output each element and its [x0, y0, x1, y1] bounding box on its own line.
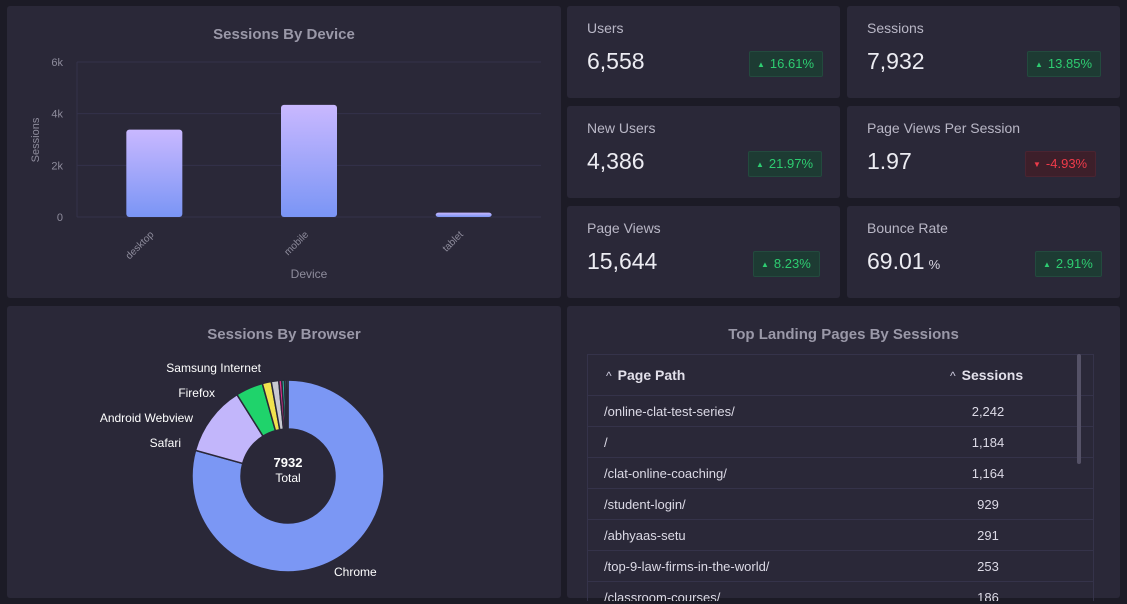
sessions-cell: 291	[977, 528, 999, 543]
sessions-cell: 1,184	[971, 435, 1005, 450]
change-badge: ▲ 16.61%	[749, 51, 824, 77]
down-arrow-icon: ▼	[1033, 160, 1041, 169]
table-row[interactable]: / 1,184	[588, 427, 1093, 458]
y-tick-label: 4k	[51, 109, 63, 121]
up-arrow-icon: ▲	[761, 260, 769, 269]
donut-center-label: Total	[275, 471, 300, 485]
table-header: ^ Page Path ^ Sessions	[588, 355, 1093, 396]
page-path-cell: /abhyaas-setu	[604, 528, 686, 543]
y-tick-label: 2k	[51, 160, 63, 172]
metric-value: 6,558	[587, 48, 645, 74]
metric-value: 1.97	[867, 148, 912, 174]
column-header-sessions[interactable]: ^ Sessions	[950, 367, 1024, 383]
donut-slice-chrome[interactable]	[191, 379, 385, 573]
metric-value: 7,932	[867, 48, 925, 74]
page-path-cell: /	[604, 435, 608, 450]
bar-mobile[interactable]	[281, 104, 337, 217]
donut-slice[interactable]	[285, 379, 289, 430]
sort-icon: ^	[950, 369, 956, 383]
table-row[interactable]: /student-login/ 929	[588, 489, 1093, 520]
bar-tablet[interactable]	[435, 212, 492, 217]
change-badge: ▼ -4.93%	[1025, 151, 1097, 177]
sessions-by-device-panel: Sessions By Device 0 2k 4k 6k desktop mobile…	[7, 6, 561, 298]
slice-label: Firefox	[178, 386, 215, 400]
change-badge: ▲ 8.23%	[753, 251, 820, 277]
metric-label: Page Views	[587, 220, 661, 236]
y-tick-label: 0	[57, 212, 63, 224]
metric-card-new-users: New Users 4,386 ▲ 21.97%	[567, 106, 840, 198]
slice-label: Safari	[150, 436, 181, 450]
page-path-cell: /online-clat-test-series/	[604, 404, 735, 419]
table-row[interactable]: /online-clat-test-series/ 2,242	[588, 396, 1093, 427]
x-tick-label: mobile	[283, 229, 312, 258]
sessions-by-browser-title: Sessions By Browser	[207, 326, 361, 343]
table-row[interactable]: /abhyaas-setu 291	[588, 520, 1093, 551]
sessions-cell: 253	[977, 559, 999, 574]
x-tick-label: tablet	[441, 229, 466, 254]
page-path-cell: /clat-online-coaching/	[604, 466, 727, 481]
metric-card-sessions: Sessions 7,932 ▲ 13.85%	[847, 6, 1120, 98]
bar-desktop[interactable]	[126, 129, 183, 217]
metric-card-page-views: Page Views 15,644 ▲ 8.23%	[567, 206, 840, 298]
metric-card-page-views-per-session: Page Views Per Session 1.97 ▼ -4.93%	[847, 106, 1120, 198]
sessions-by-browser-chart: Chrome Safari Android Webview Firefox Samsun…	[100, 361, 385, 579]
sessions-by-device-chart: 0 2k 4k 6k desktop mobile tablet Sessions Dev…	[30, 57, 541, 281]
y-tick-label: 6k	[51, 57, 63, 69]
landing-pages-table: ^ Page Path ^ Sessions /online-clat-test-s…	[587, 354, 1094, 601]
donut-center-value: 7932	[274, 455, 303, 470]
table-row[interactable]: /top-9-law-firms-in-the-world/ 253	[588, 551, 1093, 582]
change-badge: ▲ 21.97%	[748, 151, 823, 177]
metric-value: 69.01%	[867, 248, 941, 274]
up-arrow-icon: ▲	[757, 60, 765, 69]
change-badge: ▲ 13.85%	[1027, 51, 1102, 77]
page-path-cell: /classroom-courses/	[604, 590, 721, 601]
sessions-cell: 929	[977, 497, 999, 512]
slice-label: Android Webview	[100, 411, 193, 425]
metric-label: New Users	[587, 120, 656, 136]
sessions-cell: 2,242	[971, 404, 1005, 419]
sessions-by-device-title: Sessions By Device	[213, 26, 355, 43]
up-arrow-icon: ▲	[1035, 60, 1043, 69]
up-arrow-icon: ▲	[756, 160, 764, 169]
change-badge: ▲ 2.91%	[1035, 251, 1102, 277]
x-axis-label: Device	[291, 267, 328, 281]
sort-icon: ^	[606, 369, 612, 383]
column-header-page-path[interactable]: ^ Page Path	[606, 367, 686, 383]
sessions-by-browser-panel: Sessions By Browser Chrome Safari Android …	[7, 306, 561, 598]
y-axis-label: Sessions	[30, 117, 42, 162]
metric-card-bounce-rate: Bounce Rate 69.01% ▲ 2.91%	[847, 206, 1120, 298]
metric-label: Page Views Per Session	[867, 120, 1021, 136]
metric-card-users: Users 6,558 ▲ 16.61%	[567, 6, 840, 98]
x-tick-label: desktop	[124, 229, 157, 262]
metric-value: 4,386	[587, 148, 645, 174]
page-path-cell: /student-login/	[604, 497, 686, 512]
page-path-cell: /top-9-law-firms-in-the-world/	[604, 559, 770, 574]
table-row[interactable]: /clat-online-coaching/ 1,164	[588, 458, 1093, 489]
metric-value: 15,644	[587, 248, 658, 274]
table-row[interactable]: /classroom-courses/ 186	[588, 582, 1093, 601]
top-landing-pages-title: Top Landing Pages By Sessions	[728, 326, 959, 343]
metric-label: Users	[587, 20, 624, 36]
metric-label: Sessions	[867, 20, 924, 36]
up-arrow-icon: ▲	[1043, 260, 1051, 269]
slice-label: Chrome	[334, 565, 377, 579]
table-scrollbar[interactable]	[1077, 354, 1081, 464]
sessions-cell: 1,164	[971, 466, 1005, 481]
slice-label: Samsung Internet	[166, 361, 261, 375]
sessions-cell: 186	[977, 590, 999, 601]
metric-label: Bounce Rate	[867, 220, 948, 236]
top-landing-pages-panel: Top Landing Pages By Sessions ^ Page Path…	[567, 306, 1120, 601]
